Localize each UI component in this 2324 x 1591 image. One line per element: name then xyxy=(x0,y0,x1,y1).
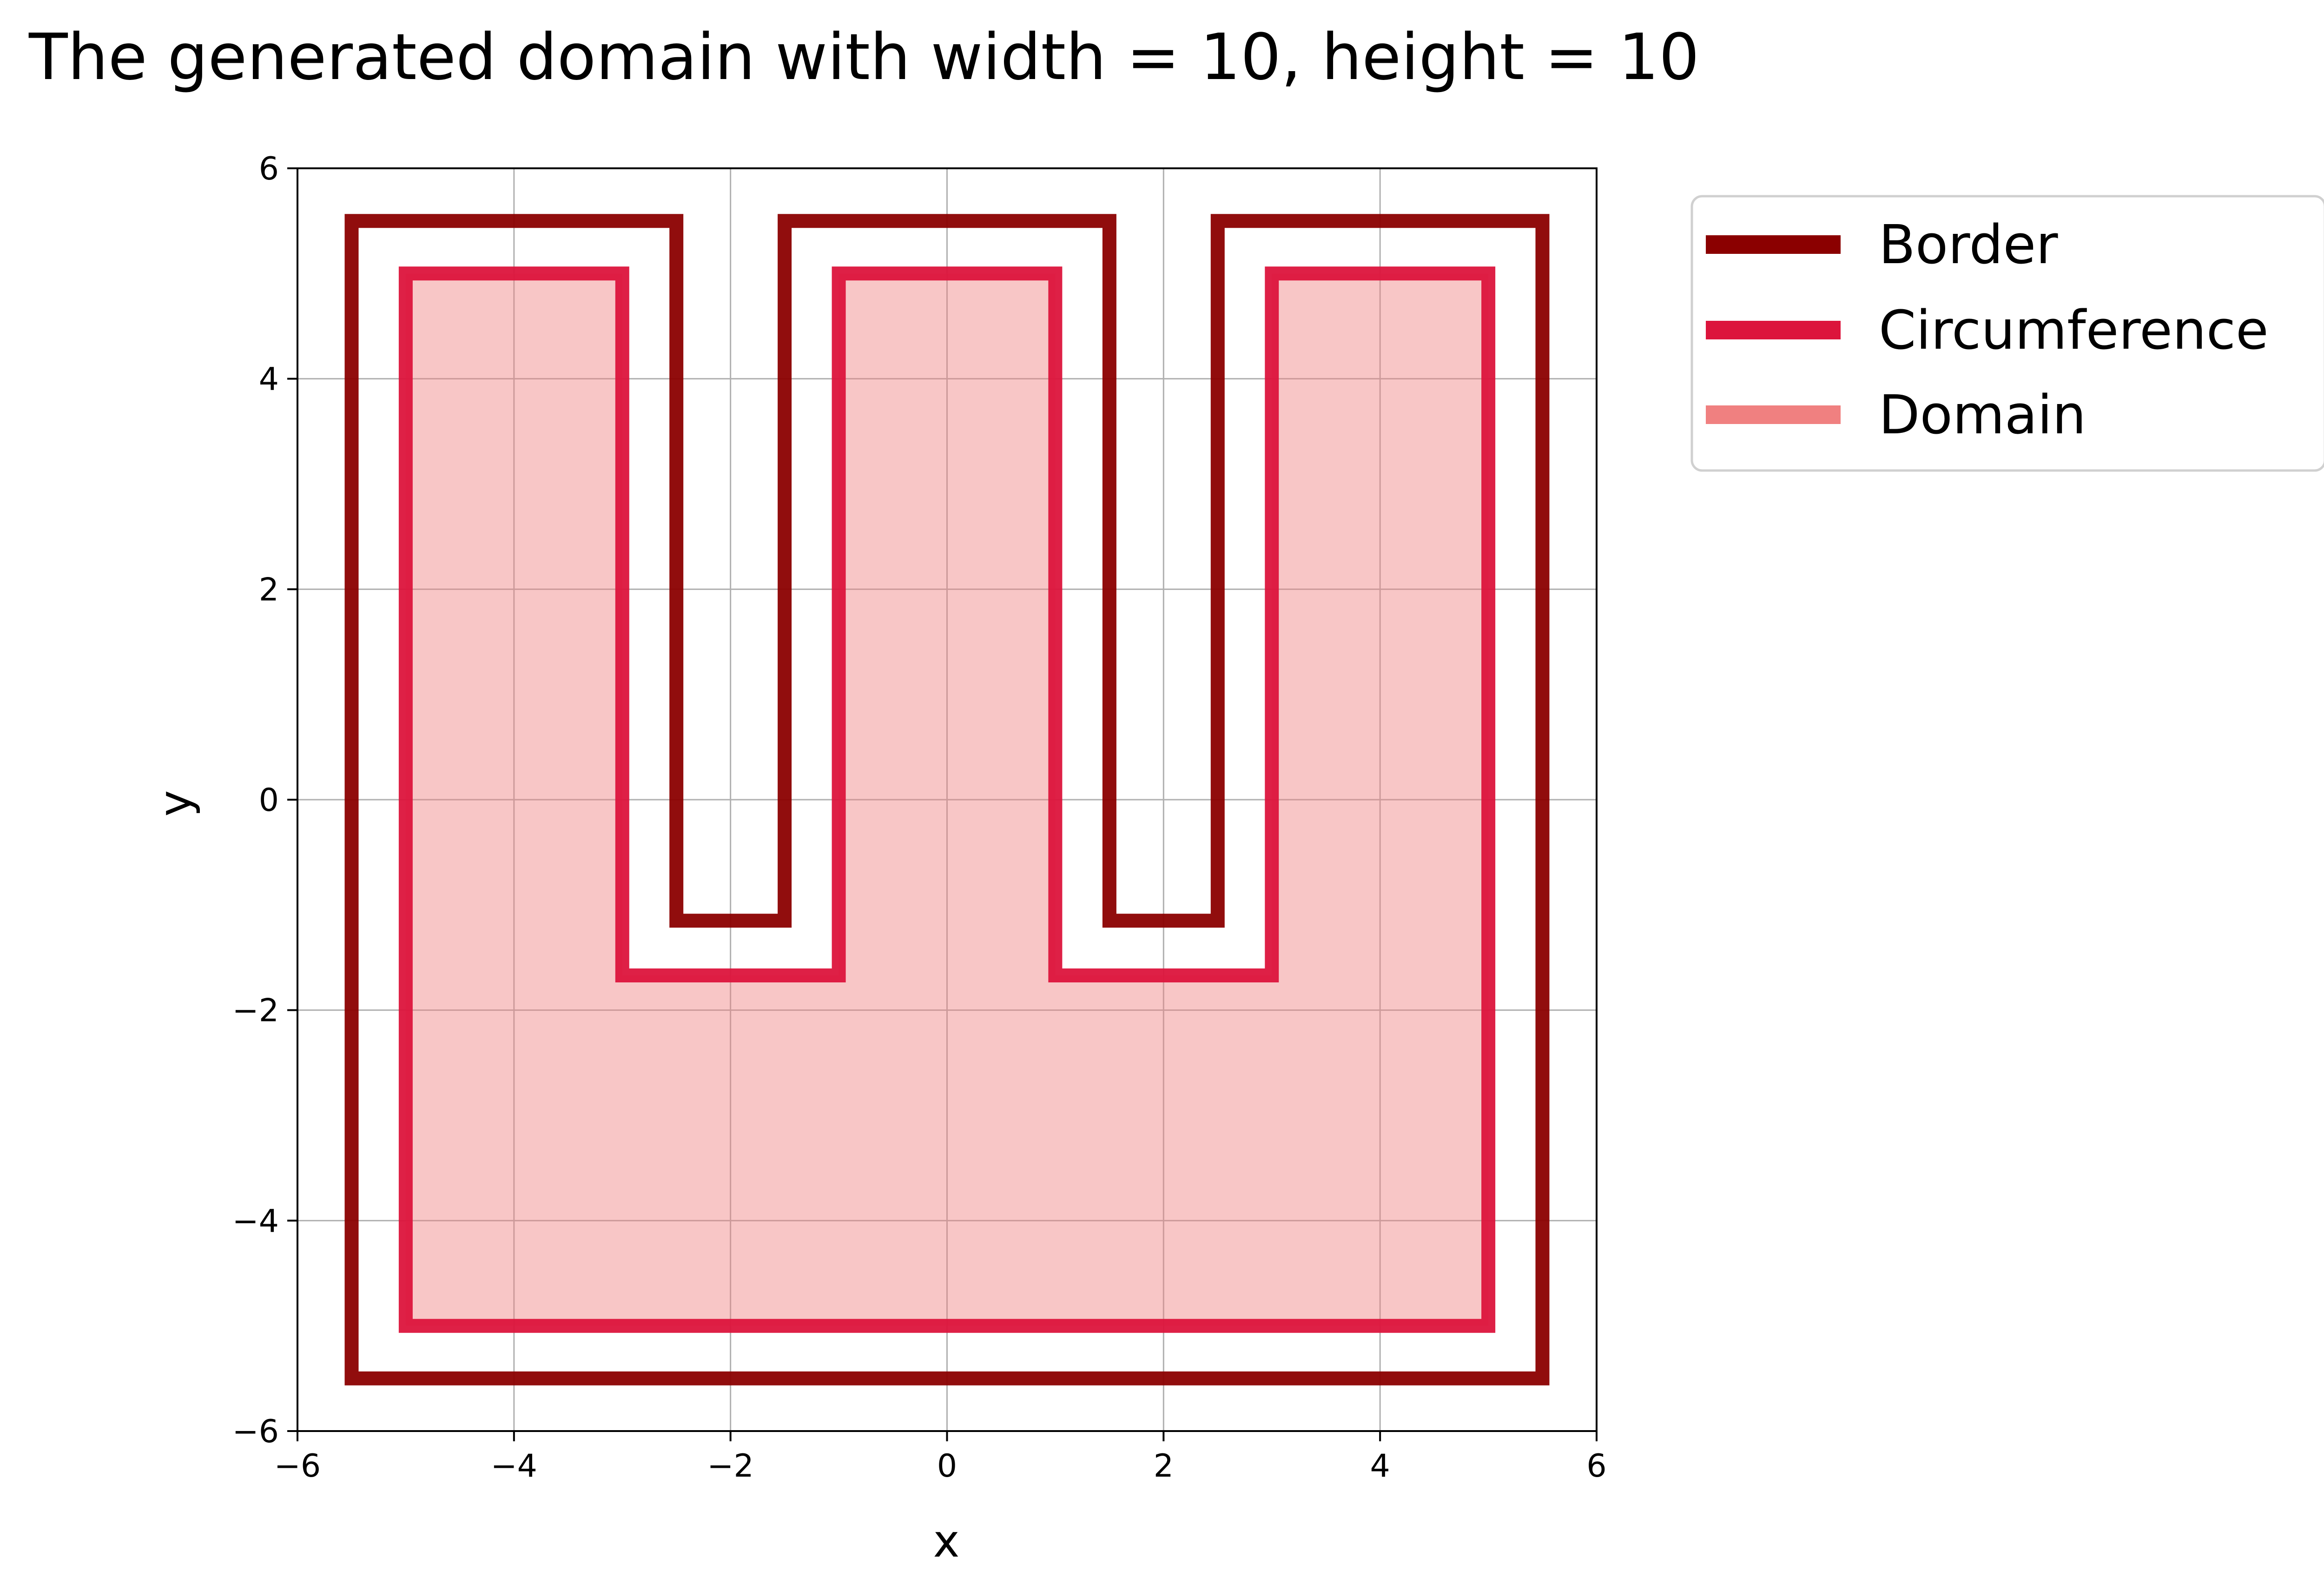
y-tick-label-0: −6 xyxy=(232,1413,279,1450)
y-tick-label-2: −2 xyxy=(232,993,279,1029)
x-tick-label-1: −4 xyxy=(491,1448,537,1485)
x-tick-label-5: 4 xyxy=(1370,1448,1390,1485)
domain-fill-layer xyxy=(405,273,1489,1326)
series-line-circumference xyxy=(398,266,1496,1333)
x-axis-label: x xyxy=(933,1515,960,1567)
x-tick-label-2: −2 xyxy=(707,1448,754,1485)
y-axis-label: y xyxy=(149,790,201,817)
legend: Border Circumference Domain xyxy=(1690,195,2324,472)
axis-ticks: −6 −4 −2 0 2 4 6 −6 −4 −2 0 2 4 6 xyxy=(232,151,1607,1485)
series-lines-layer xyxy=(344,214,1550,1385)
y-tick-label-4: 2 xyxy=(259,571,279,608)
x-tick-label-4: 2 xyxy=(1154,1448,1174,1485)
x-tick-label-6: 6 xyxy=(1586,1448,1606,1485)
y-tick-label-5: 4 xyxy=(259,361,279,398)
y-tick-label-6: 6 xyxy=(259,151,279,187)
y-tick-label-3: 0 xyxy=(259,782,279,819)
x-tick-label-0: −6 xyxy=(274,1448,321,1485)
series-line-border xyxy=(344,214,1550,1385)
legend-label-domain: Domain xyxy=(1879,384,2086,446)
y-tick-label-1: −4 xyxy=(232,1203,279,1240)
legend-label-circumference: Circumference xyxy=(1879,299,2269,362)
legend-box xyxy=(1690,195,2324,472)
x-tick-label-3: 0 xyxy=(937,1448,957,1485)
domain-fill-domain xyxy=(405,273,1489,1326)
chart-title: The generated domain with width = 10, he… xyxy=(28,20,1699,94)
legend-label-border: Border xyxy=(1879,214,2058,276)
